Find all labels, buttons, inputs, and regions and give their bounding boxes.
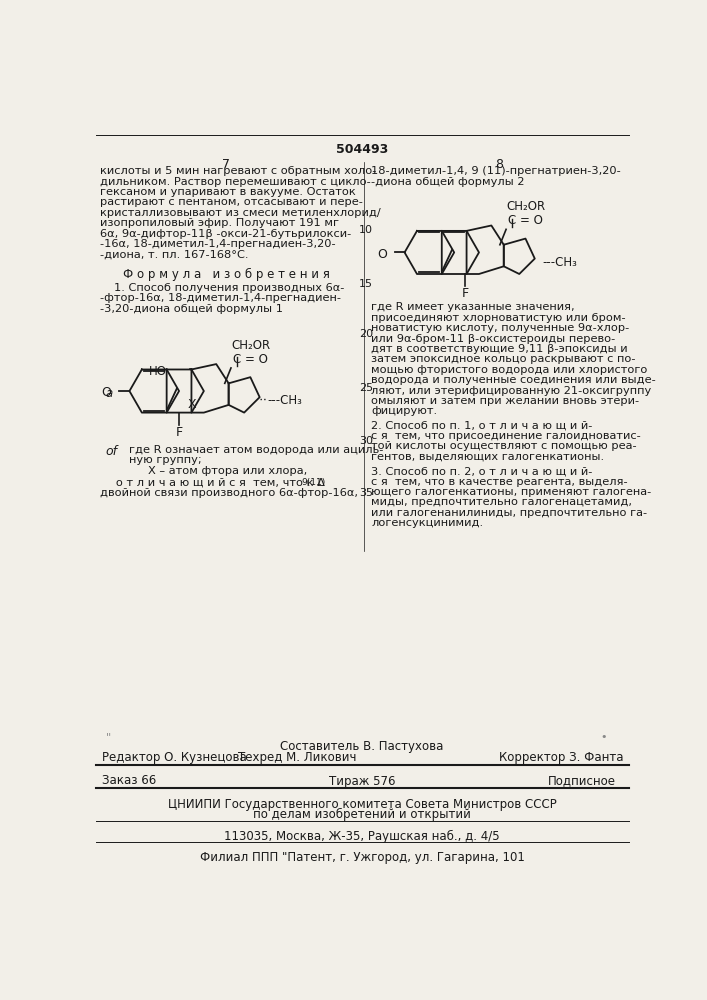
Text: или 9α-бром-11 β-оксистероиды перево-: или 9α-бром-11 β-оксистероиды перево-: [371, 334, 616, 344]
Text: -16α, 18-диметил-1,4-прегнадиен-3,20-: -16α, 18-диметил-1,4-прегнадиен-3,20-: [100, 239, 336, 249]
Text: O: O: [101, 386, 111, 399]
Text: 504493: 504493: [336, 143, 388, 156]
Text: той кислоты осуществляют с помощью реа-: той кислоты осуществляют с помощью реа-: [371, 441, 637, 451]
Text: 9(11): 9(11): [301, 478, 326, 487]
Text: CH₂OR: CH₂OR: [231, 339, 270, 352]
Text: где R имеет указанные значения,: где R имеет указанные значения,: [371, 302, 575, 312]
Text: 7: 7: [222, 158, 230, 172]
Text: водорода и полученные соединения или выде-: водорода и полученные соединения или выд…: [371, 375, 656, 385]
Text: изопропиловый эфир. Получают 191 мг: изопропиловый эфир. Получают 191 мг: [100, 218, 339, 228]
Text: омыляют и затем при желании вновь этери-: омыляют и затем при желании вновь этери-: [371, 396, 639, 406]
Text: X – атом фтора или хлора,: X – атом фтора или хлора,: [148, 466, 308, 476]
Text: гексаном и упаривают в вакууме. Остаток: гексаном и упаривают в вакууме. Остаток: [100, 187, 356, 197]
Text: 18-диметил-1,4, 9 (11)-прегнатриен-3,20-: 18-диметил-1,4, 9 (11)-прегнатриен-3,20-: [371, 166, 621, 176]
Text: -3,20-диона общей формулы 1: -3,20-диона общей формулы 1: [100, 304, 283, 314]
Text: ную группу;: ную группу;: [129, 455, 201, 465]
Text: 113035, Москва, Ж-35, Раушская наб., д. 4/5: 113035, Москва, Ж-35, Раушская наб., д. …: [224, 830, 500, 843]
Text: •: •: [600, 732, 607, 742]
Text: Тираж 576: Тираж 576: [329, 774, 395, 788]
Text: Корректор З. Фанта: Корректор З. Фанта: [499, 751, 624, 764]
Text: ": ": [105, 732, 111, 742]
Text: затем эпоксидное кольцо раскрывают с по-: затем эпоксидное кольцо раскрывают с по-: [371, 354, 636, 364]
Text: присоединяют хлорноватистую или бром-: присоединяют хлорноватистую или бром-: [371, 313, 626, 323]
Text: мощью фтористого водорода или хлористого: мощью фтористого водорода или хлористого: [371, 365, 648, 375]
Text: логенсукцинимид.: логенсукцинимид.: [371, 518, 484, 528]
Text: 2. Способ по п. 1, о т л и ч а ю щ и й-: 2. Способ по п. 1, о т л и ч а ю щ и й-: [371, 421, 592, 431]
Text: Редактор О. Кузнецова: Редактор О. Кузнецова: [103, 751, 247, 764]
Text: C = O: C = O: [233, 353, 268, 366]
Text: 6α, 9α-дифтор-11β -окси-21-бутьрилокси-: 6α, 9α-дифтор-11β -окси-21-бутьрилокси-: [100, 229, 351, 239]
Text: Составитель В. Пастухова: Составитель В. Пастухова: [280, 740, 443, 753]
Text: F: F: [175, 426, 182, 439]
Text: of: of: [105, 445, 117, 458]
Text: растирают с пентаном, отсасывают и пере-: растирают с пентаном, отсасывают и пере-: [100, 197, 363, 207]
Text: Техред М. Ликович: Техред М. Ликович: [238, 751, 357, 764]
Text: или галогенанилиниды, предпочтительно га-: или галогенанилиниды, предпочтительно га…: [371, 508, 648, 518]
Text: ---CH₃: ---CH₃: [267, 394, 303, 407]
Text: ЦНИИПИ Государственного комитета Совета Министров СССР: ЦНИИПИ Государственного комитета Совета …: [168, 798, 556, 811]
Text: C = O: C = O: [508, 214, 543, 227]
Text: X: X: [188, 398, 197, 411]
Text: CH₂OR: CH₂OR: [506, 200, 545, 213]
Text: 20: 20: [358, 329, 373, 339]
Text: 35: 35: [359, 488, 373, 498]
Text: с я  тем, что в качестве реагента, выделя-: с я тем, что в качестве реагента, выделя…: [371, 477, 628, 487]
Text: где R означает атом водорода или ациль-: где R означает атом водорода или ациль-: [129, 445, 383, 455]
Text: ляют, или этерифицированную 21-оксигруппу: ляют, или этерифицированную 21-оксигрупп…: [371, 386, 651, 396]
Text: дильником. Раствор перемешивают с цикло-: дильником. Раствор перемешивают с цикло-: [100, 177, 370, 187]
Text: 10: 10: [359, 225, 373, 235]
Text: F: F: [462, 287, 469, 300]
Text: 3. Способ по п. 2, о т л и ч а ю щ и й-: 3. Способ по п. 2, о т л и ч а ю щ и й-: [371, 466, 592, 476]
Text: кристаллизовывают из смеси метиленхлорид/: кристаллизовывают из смеси метиленхлорид…: [100, 208, 381, 218]
Text: Подписное: Подписное: [547, 774, 615, 788]
Text: ---CH₃: ---CH₃: [542, 256, 578, 269]
Text: дят в соответствующие 9,11 β-эпоксиды и: дят в соответствующие 9,11 β-эпоксиды и: [371, 344, 628, 354]
Text: -фтор-16α, 18-диметил-1,4-прегнадиен-: -фтор-16α, 18-диметил-1,4-прегнадиен-: [100, 293, 341, 303]
Text: новатистую кислоту, полученные 9α-хлор-: новатистую кислоту, полученные 9α-хлор-: [371, 323, 629, 333]
Text: с я  тем, что присоединение галоидноватис-: с я тем, что присоединение галоидноватис…: [371, 431, 641, 441]
Text: -диона, т. пл. 167-168°С.: -диона, т. пл. 167-168°С.: [100, 249, 248, 259]
Text: O: O: [378, 248, 387, 261]
Text: 15: 15: [359, 279, 373, 289]
Text: 8: 8: [495, 158, 503, 172]
Text: a: a: [105, 387, 112, 400]
Text: ющего галогенкатионы, применяют галогена-: ющего галогенкатионы, применяют галогена…: [371, 487, 651, 497]
Text: Филиал ППП "Патент, г. Ужгород, ул. Гагарина, 101: Филиал ППП "Патент, г. Ужгород, ул. Гага…: [199, 852, 525, 864]
Text: 1. Способ получения производных 6α-: 1. Способ получения производных 6α-: [114, 283, 344, 293]
Text: -диона общей формулы 2: -диона общей формулы 2: [371, 177, 525, 187]
Text: гентов, выделяющих галогенкатионы.: гентов, выделяющих галогенкатионы.: [371, 452, 604, 462]
Text: о т л и ч а ю щ и й с я  тем, что к Δ: о т л и ч а ю щ и й с я тем, что к Δ: [105, 478, 325, 488]
Text: миды, предпочтительно галогенацетамид,: миды, предпочтительно галогенацетамид,: [371, 497, 632, 507]
Text: фицируют.: фицируют.: [371, 406, 438, 416]
Text: Ф о р м у л а   и з о б р е т е н и я: Ф о р м у л а и з о б р е т е н и я: [123, 267, 329, 281]
Text: 30: 30: [359, 436, 373, 446]
Text: по делам изобретений и открытий: по делам изобретений и открытий: [253, 808, 471, 821]
Text: HO: HO: [148, 365, 167, 378]
Text: двойной связи производного 6α-фтор-16α,: двойной связи производного 6α-фтор-16α,: [100, 488, 358, 498]
Text: 25: 25: [358, 383, 373, 393]
Text: кислоты и 5 мин нагревают с обратным холо-: кислоты и 5 мин нагревают с обратным хол…: [100, 166, 376, 176]
Text: Заказ 66: Заказ 66: [103, 774, 156, 788]
